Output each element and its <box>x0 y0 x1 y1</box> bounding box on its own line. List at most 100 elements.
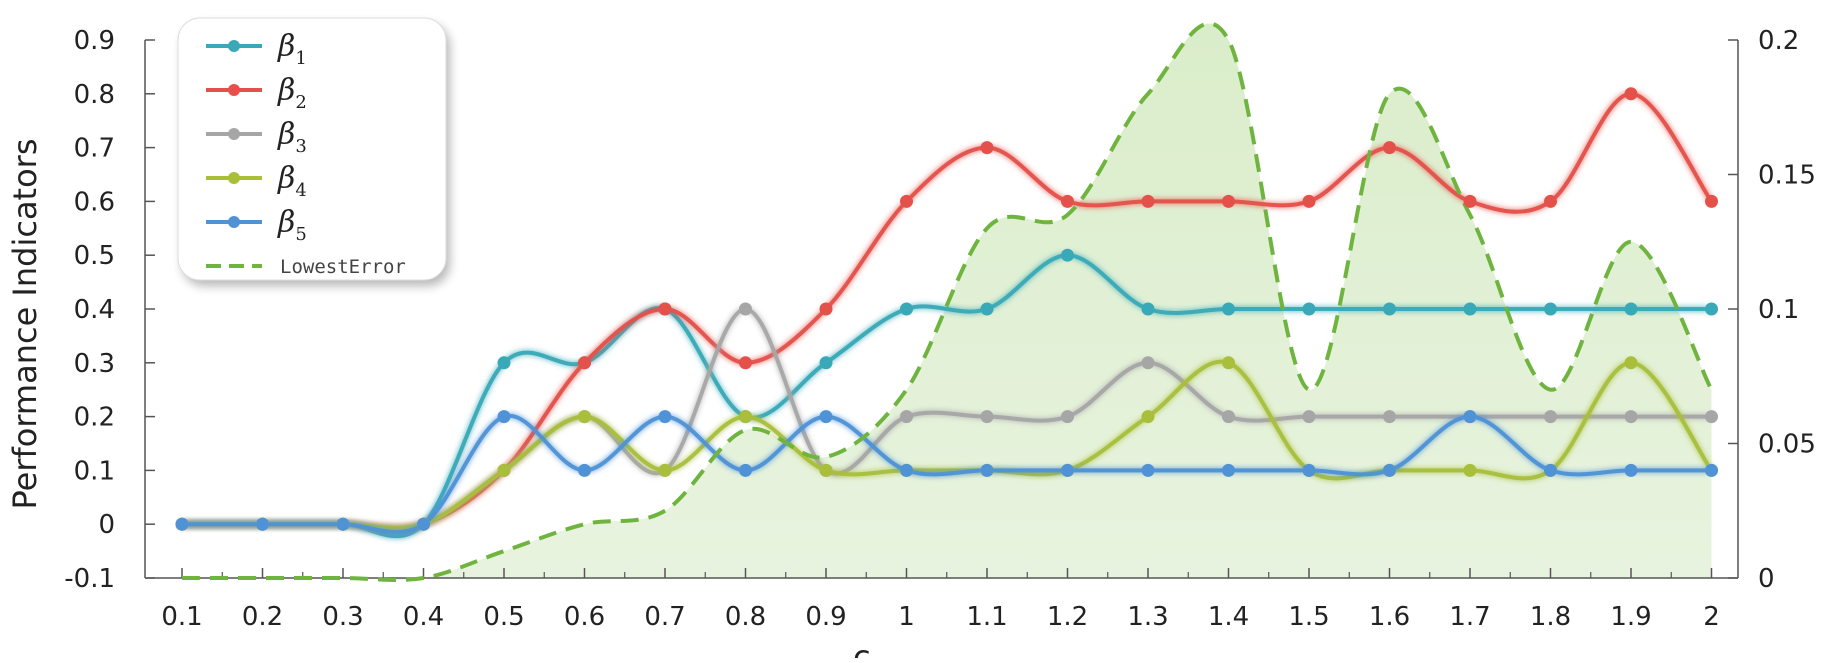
y-tick-label-left: 0.7 <box>74 134 115 164</box>
y-tick-label-left: 0.3 <box>74 349 115 379</box>
data-point-beta5 <box>578 463 591 477</box>
data-point-beta3 <box>1705 410 1718 424</box>
data-point-beta5 <box>819 410 833 424</box>
data-point-beta1 <box>1061 248 1074 262</box>
data-point-beta1 <box>1383 302 1396 316</box>
data-point-beta1 <box>1544 302 1557 316</box>
error-area-layer <box>182 23 1712 580</box>
data-point-beta2 <box>980 141 994 155</box>
legend-marker-beta2 <box>228 84 240 96</box>
data-point-beta5 <box>336 517 350 531</box>
data-point-beta1 <box>1222 302 1235 316</box>
legend-label-subscript: 4 <box>295 180 306 201</box>
legend-label-subscript: 2 <box>295 92 306 113</box>
legend-item: β3 <box>206 117 307 157</box>
x-tick-label: 1 <box>898 602 915 632</box>
data-point-beta2 <box>1061 194 1074 208</box>
data-point-beta5 <box>980 463 994 477</box>
legend-item: LowestError <box>206 256 406 278</box>
y-tick-label-left: 0.9 <box>74 26 115 56</box>
data-point-beta1 <box>1624 302 1638 316</box>
data-point-beta5 <box>1544 463 1557 477</box>
x-tick-label: 1.2 <box>1047 602 1088 632</box>
x-tick-label: 1.1 <box>966 602 1007 632</box>
data-point-beta5 <box>900 463 913 477</box>
y-tick-label-right: 0.05 <box>1758 430 1816 460</box>
y-tick-label-right: 0.15 <box>1758 161 1816 191</box>
x-tick-label: 1.3 <box>1127 602 1168 632</box>
x-tick-label: 0.5 <box>483 602 524 632</box>
data-point-beta5 <box>417 517 430 531</box>
data-point-beta4 <box>819 463 833 477</box>
data-point-beta3 <box>1383 410 1396 424</box>
legend-label-beta3: β3 <box>277 117 307 157</box>
x-tick-label: 1.5 <box>1288 602 1329 632</box>
y-tick-label-right: 0 <box>1758 564 1775 594</box>
y-tick-label-right: 0.1 <box>1758 295 1799 325</box>
y-tick-label-left: 0.1 <box>74 456 115 486</box>
data-point-beta3 <box>900 410 913 424</box>
data-point-beta1 <box>819 356 833 370</box>
legend-label-subscript: 1 <box>295 48 306 69</box>
data-point-beta5 <box>1383 463 1396 477</box>
series-points-layer <box>175 87 1718 531</box>
x-tick-label: 0.2 <box>242 602 283 632</box>
y-tick-label-left: -0.1 <box>64 564 115 594</box>
data-point-beta2 <box>739 356 752 370</box>
data-point-beta1 <box>1302 302 1316 316</box>
data-point-beta2 <box>1463 194 1477 208</box>
data-point-beta2 <box>1544 194 1557 208</box>
legend-marker-beta4 <box>228 172 240 184</box>
data-point-beta5 <box>256 517 269 531</box>
x-axis-label: c <box>853 638 871 658</box>
x-tick-label: 0.6 <box>564 602 605 632</box>
legend-marker-beta1 <box>228 40 240 52</box>
data-point-beta4 <box>1222 356 1235 370</box>
x-tick-label: 1.8 <box>1530 602 1571 632</box>
y-tick-label-left: 0.4 <box>74 295 115 325</box>
legend-label-subscript: 5 <box>295 224 306 245</box>
data-point-beta2 <box>1141 194 1155 208</box>
data-point-beta5 <box>1624 463 1638 477</box>
data-point-beta1 <box>1463 302 1477 316</box>
data-point-beta2 <box>1383 141 1396 155</box>
y-tick-label-left: 0.2 <box>74 403 115 433</box>
y-tick-label-left: 0.5 <box>74 241 115 271</box>
data-point-beta3 <box>1544 410 1557 424</box>
x-tick-label: 0.7 <box>644 602 685 632</box>
data-point-beta4 <box>1624 356 1638 370</box>
legend-item: β1 <box>206 29 307 69</box>
x-tick-label: 1.6 <box>1369 602 1410 632</box>
legend-marker-beta5 <box>228 216 240 228</box>
data-point-beta1 <box>1705 302 1718 316</box>
legend-item: β4 <box>206 161 307 201</box>
y-tick-label-right: 0.2 <box>1758 26 1799 56</box>
data-point-beta4 <box>578 410 591 424</box>
data-point-beta2 <box>1222 194 1235 208</box>
data-point-beta5 <box>658 410 672 424</box>
legend-label-beta1: β1 <box>277 29 307 69</box>
data-point-beta5 <box>739 463 752 477</box>
x-tick-label: 0.4 <box>403 602 444 632</box>
data-point-beta3 <box>1061 410 1074 424</box>
x-tick-label: 1.4 <box>1208 602 1249 632</box>
data-point-beta5 <box>1463 410 1477 424</box>
x-tick-label: 0.1 <box>161 602 202 632</box>
data-point-beta5 <box>1302 463 1316 477</box>
series-lines-layer <box>182 21 1714 582</box>
lowest-error-area <box>182 23 1712 580</box>
data-point-beta2 <box>658 302 672 316</box>
x-tick-label: 0.9 <box>805 602 846 632</box>
legend-label-subscript: 3 <box>295 136 306 157</box>
data-point-beta2 <box>1705 194 1718 208</box>
data-point-beta5 <box>1222 463 1235 477</box>
series-line-lowest-error <box>182 21 1714 582</box>
data-point-beta3 <box>1302 410 1316 424</box>
x-tick-label: 0.8 <box>725 602 766 632</box>
legend-box <box>177 17 447 281</box>
x-tick-label: 1.7 <box>1449 602 1490 632</box>
data-point-beta2 <box>578 356 591 370</box>
